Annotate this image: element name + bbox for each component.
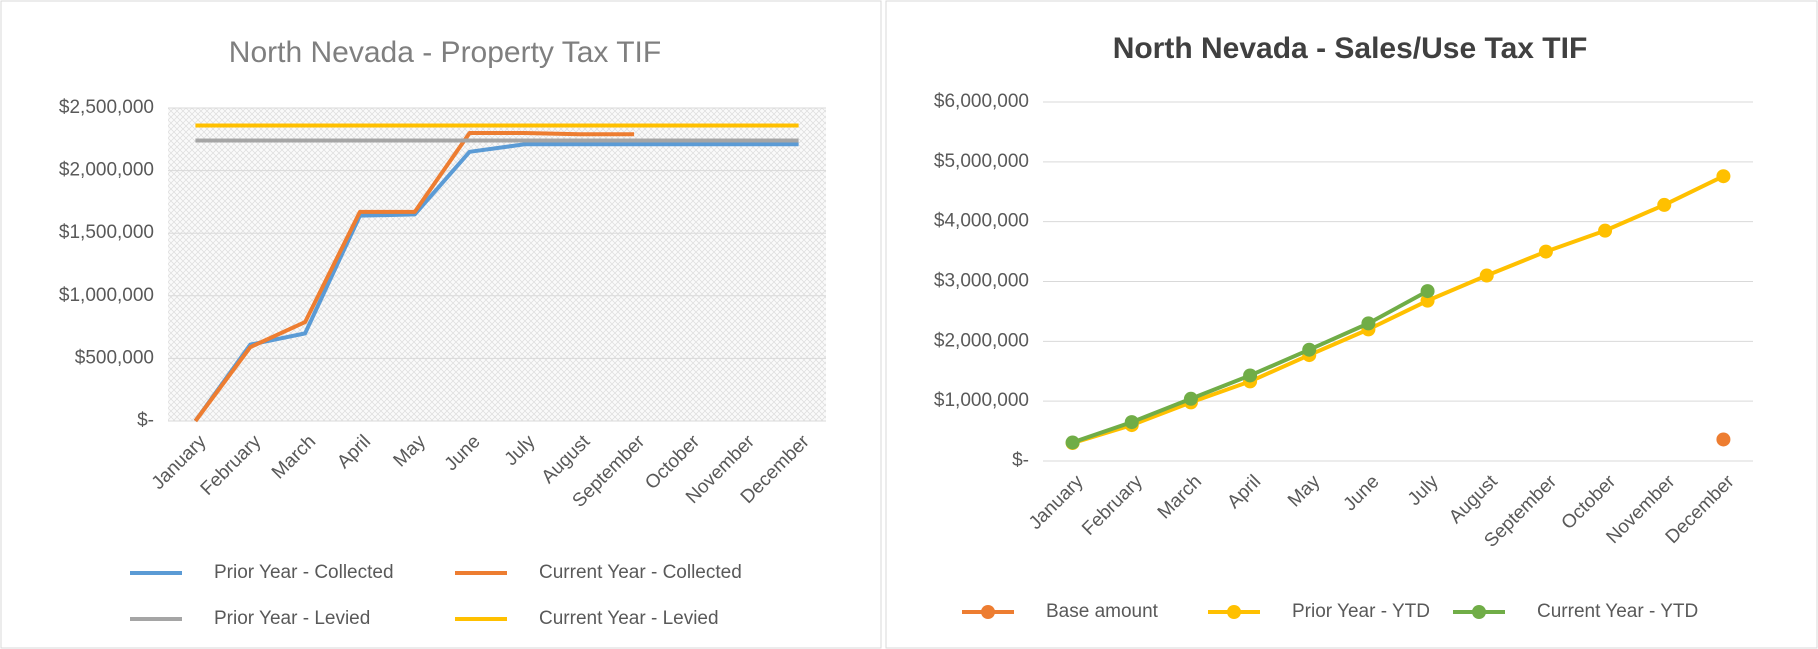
legend-label: Prior Year - YTD [1292,601,1430,622]
series-line [1071,174,1725,445]
point [1361,316,1376,331]
y-tick-label: $500,000 [75,347,154,368]
y-tick-label: $2,500,000 [59,97,154,118]
chart-title: North Nevada - Sales/Use Tax TIF [1113,32,1588,65]
y-tick-label: $5,000,000 [934,151,1029,172]
point [1657,197,1672,212]
point [1716,169,1731,184]
point [1243,368,1258,383]
y-tick-label: $- [1012,450,1029,471]
point [1183,391,1198,406]
legend-label: Prior Year - Collected [214,562,394,583]
y-tick-label: $1,000,000 [934,390,1029,411]
point [1065,435,1080,450]
series-line [193,131,635,423]
legend-marker [1472,605,1486,619]
point [1479,268,1494,283]
y-tick-label: $4,000,000 [934,211,1029,232]
y-tick-label: $6,000,000 [934,91,1029,112]
plot-area [168,108,826,421]
y-tick-label: $2,000,000 [59,160,154,181]
panel [885,0,1818,649]
y-tick-label: $1,000,000 [59,285,154,306]
y-tick-label: $1,500,000 [59,222,154,243]
point [1124,415,1139,430]
point [1420,293,1435,308]
legend-marker [981,605,995,619]
point [1420,284,1435,299]
y-tick-label: $2,000,000 [934,330,1029,351]
legend-label: Current Year - YTD [1537,601,1698,622]
legend-label: Current Year - Collected [539,562,742,583]
legend-label: Current Year - Levied [539,608,719,629]
y-tick-label: $- [137,410,154,431]
legend-label: Base amount [1046,601,1159,622]
y-tick-label: $3,000,000 [934,271,1029,292]
point [1598,223,1613,238]
legend-label: Prior Year - Levied [214,608,370,629]
legend-marker [1227,605,1241,619]
point [1302,342,1317,357]
series-line [193,142,799,423]
point [1716,432,1731,447]
point [1538,244,1553,259]
chart-title: North Nevada - Property Tax TIF [229,36,661,69]
